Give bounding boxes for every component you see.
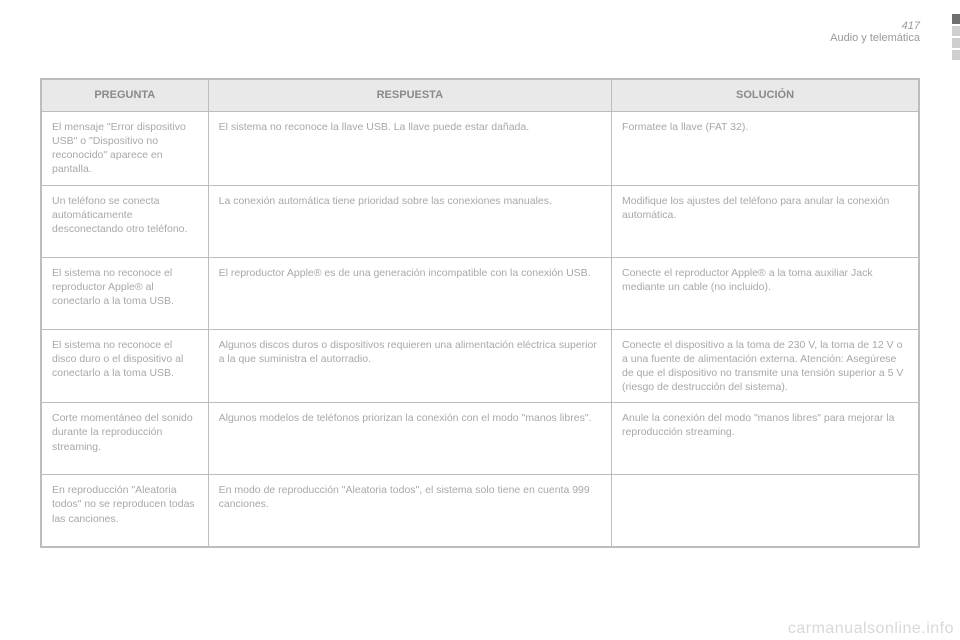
tab-marker (952, 26, 960, 36)
table-row: El mensaje "Error dispositivo USB" o "Di… (42, 111, 919, 185)
col-answer: RESPUESTA (208, 80, 611, 112)
cell-question: Corte momentáneo del sonido durante la r… (42, 403, 209, 475)
table-row: El sistema no reconoce el disco duro o e… (42, 329, 919, 403)
cell-answer: El reproductor Apple® es de una generaci… (208, 257, 611, 329)
cell-answer: La conexión automática tiene prioridad s… (208, 185, 611, 257)
cell-question: El sistema no reconoce el disco duro o e… (42, 329, 209, 403)
cell-answer: Algunos discos duros o dispositivos requ… (208, 329, 611, 403)
cell-question: El mensaje "Error dispositivo USB" o "Di… (42, 111, 209, 185)
table-row: El sistema no reconoce el reproductor Ap… (42, 257, 919, 329)
cell-solution: Modifique los ajustes del teléfono para … (612, 185, 919, 257)
cell-question: Un teléfono se conecta automáticamente d… (42, 185, 209, 257)
section-title: Audio y telemática (830, 32, 920, 44)
cell-answer: En modo de reproducción "Aleatoria todos… (208, 475, 611, 547)
cell-solution: Conecte el reproductor Apple® a la toma … (612, 257, 919, 329)
watermark: carmanualsonline.info (788, 620, 954, 638)
cell-answer: Algunos modelos de teléfonos priorizan l… (208, 403, 611, 475)
tab-marker (952, 14, 960, 24)
cell-solution: Formatee la llave (FAT 32). (612, 111, 919, 185)
col-solution: SOLUCIÓN (612, 80, 919, 112)
col-question: PREGUNTA (42, 80, 209, 112)
tab-marker (952, 38, 960, 48)
cell-solution (612, 475, 919, 547)
page-number: 417 (830, 20, 920, 32)
cell-question: El sistema no reconoce el reproductor Ap… (42, 257, 209, 329)
cell-answer: El sistema no reconoce la llave USB. La … (208, 111, 611, 185)
page-header: 417 Audio y telemática (40, 20, 920, 50)
cell-question: En reproducción "Aleatoria todos" no se … (42, 475, 209, 547)
cell-solution: Anule la conexión del modo "manos libres… (612, 403, 919, 475)
table-row: Corte momentáneo del sonido durante la r… (42, 403, 919, 475)
faq-table: PREGUNTA RESPUESTA SOLUCIÓN El mensaje "… (40, 78, 920, 548)
side-tabs (952, 14, 960, 60)
page: 417 Audio y telemática PREGUNTA RESPUEST… (0, 0, 960, 640)
table-row: En reproducción "Aleatoria todos" no se … (42, 475, 919, 547)
table-row: Un teléfono se conecta automáticamente d… (42, 185, 919, 257)
tab-marker (952, 50, 960, 60)
cell-solution: Conecte el dispositivo a la toma de 230 … (612, 329, 919, 403)
table-header-row: PREGUNTA RESPUESTA SOLUCIÓN (42, 80, 919, 112)
